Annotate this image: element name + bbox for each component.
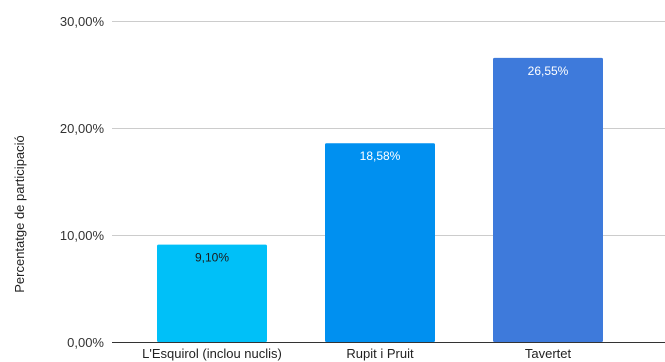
- y-tick-label: 0,00%: [67, 335, 104, 350]
- bars: [157, 57, 603, 342]
- data-label: 9,10%: [195, 251, 229, 265]
- y-tick-label: 20,00%: [60, 121, 105, 136]
- x-tick-label: L'Esquirol (inclou nuclis): [142, 346, 282, 361]
- x-axis-ticks: L'Esquirol (inclou nuclis) Rupit i Pruit T…: [142, 346, 571, 361]
- bar: [493, 57, 603, 342]
- data-label: 26,55%: [528, 64, 569, 78]
- x-tick-label: Rupit i Pruit: [346, 346, 414, 361]
- y-tick-label: 30,00%: [60, 14, 105, 29]
- bar: [325, 143, 435, 342]
- bar: [157, 244, 267, 342]
- y-tick-label: 10,00%: [60, 228, 105, 243]
- y-axis-ticks: 0,00% 10,00% 20,00% 30,00%: [60, 14, 105, 350]
- data-label: 18,58%: [360, 149, 401, 163]
- x-tick-label: Tavertet: [525, 346, 572, 361]
- data-labels: 9,10% 18,58% 26,55%: [195, 64, 569, 265]
- y-axis-title: Percentatge de participació: [12, 135, 27, 293]
